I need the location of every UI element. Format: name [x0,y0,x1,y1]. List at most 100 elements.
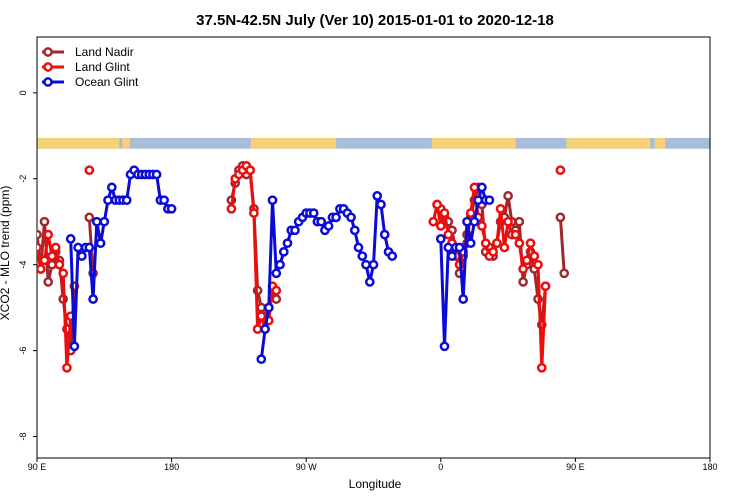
data-point-land-glint [54,259,65,270]
data-point-land-glint [443,229,454,240]
land-band [37,137,120,149]
data-point-ocean-glint [99,216,110,227]
data-point-land-glint [533,259,543,270]
data-point-land-nadir [43,277,54,287]
data-point-land-glint [492,238,502,249]
data-point-ocean-glint [282,238,293,249]
data-point-land-nadir [84,212,95,223]
data-point-ocean-glint [447,251,457,261]
data-point-ocean-glint [357,251,368,261]
data-point-land-glint [477,221,487,231]
data-point-ocean-glint [275,259,285,270]
data-point-ocean-glint [361,259,371,270]
data-point-land-glint [84,165,95,176]
legend-item-land-nadir: Land Nadir [42,45,134,59]
data-point-land-glint [435,221,446,231]
data-point-land-glint [469,182,480,193]
data-point-land-nadir [555,212,566,223]
data-point-land-nadir [47,259,57,270]
land-band [566,137,651,149]
data-point-land-glint [499,242,510,253]
x-tick-label: 90 E [28,462,47,472]
legend-item-land-glint: Land Glint [42,60,130,74]
data-point-ocean-glint [73,242,83,253]
data-point-ocean-glint [88,294,98,304]
data-point-ocean-glint [290,225,300,236]
data-point-ocean-glint [256,354,267,365]
data-point-land-glint [540,281,551,292]
x-axis-label: Longitude [349,477,402,491]
data-point-land-glint [536,362,547,373]
data-point-land-glint [37,242,42,253]
y-tick-label: -2 [18,175,28,183]
data-point-ocean-glint [364,277,375,287]
x-tick-label: 180 [702,462,717,472]
data-point-ocean-glint [484,195,495,206]
series-line-land-glint [431,185,547,370]
data-point-land-glint [37,264,46,274]
y-axis-label: XCO2 - MLO trend (ppm) [0,186,12,321]
data-point-land-glint [58,268,69,279]
series-line-land-nadir [558,217,566,274]
legend-item-ocean-glint: Ocean Glint [42,75,139,89]
data-point-land-glint [439,208,450,218]
land-band [122,137,130,149]
data-point-land-nadir [514,216,525,227]
data-point-land-glint [514,238,525,249]
data-point-ocean-glint [121,195,132,206]
data-point-ocean-glint [95,238,106,249]
data-point-land-glint [47,251,57,261]
data-point-ocean-glint [103,195,113,206]
data-point-ocean-glint [91,216,102,227]
y-tick-label: -8 [18,433,28,441]
data-point-land-nadir [271,294,282,304]
data-point-land-glint [555,165,566,176]
data-point-ocean-glint [477,182,487,193]
data-point-land-glint [488,246,498,257]
data-point-land-glint [503,216,513,227]
x-tick-label: 90 E [566,462,585,472]
legend-marker [43,62,53,72]
land-band [654,137,666,149]
y-tick-label: -4 [18,261,28,269]
data-point-ocean-glint [271,268,282,279]
data-point-ocean-glint [267,195,278,206]
data-point-land-glint [245,165,255,176]
data-point-land-glint [521,255,532,266]
x-tick-label: 180 [164,462,179,472]
data-point-ocean-glint [458,294,469,304]
data-point-ocean-glint [462,216,472,227]
y-axis: 0 -2 -4 -6 -8 [18,90,37,441]
data-point-land-nadir [518,277,528,287]
data-point-ocean-glint [263,302,274,313]
data-point-ocean-glint [376,199,386,210]
legend-label: Land Nadir [75,45,134,59]
legend-label: Land Glint [75,60,130,74]
data-point-land-glint [39,255,50,266]
data-point-land-glint [495,203,506,214]
data-point-land-nadir [256,302,267,313]
data-point-land-glint [432,199,442,210]
data-point-land-glint [226,203,237,214]
series-land-glint [37,161,566,373]
data-point-ocean-glint [465,238,476,249]
data-point-land-glint [50,242,61,253]
data-point-ocean-glint [77,251,87,261]
chart-title: 37.5N-42.5N July (Ver 10) 2015-01-01 to … [196,12,554,29]
data-point-ocean-glint [260,324,270,334]
y-tick-label: 0 [18,90,28,95]
data-point-ocean-glint [65,234,76,244]
data-point-ocean-glint [166,203,177,214]
data-point-ocean-glint [469,216,480,227]
data-point-ocean-glint [331,212,341,223]
data-point-ocean-glint [308,208,319,218]
data-point-land-glint [465,208,476,218]
data-point-ocean-glint [349,225,360,236]
data-point-land-glint [43,229,54,240]
data-point-ocean-glint [387,251,398,261]
series-line-ocean-glint [259,194,394,360]
data-point-ocean-glint [379,229,390,240]
data-point-ocean-glint [69,341,80,352]
